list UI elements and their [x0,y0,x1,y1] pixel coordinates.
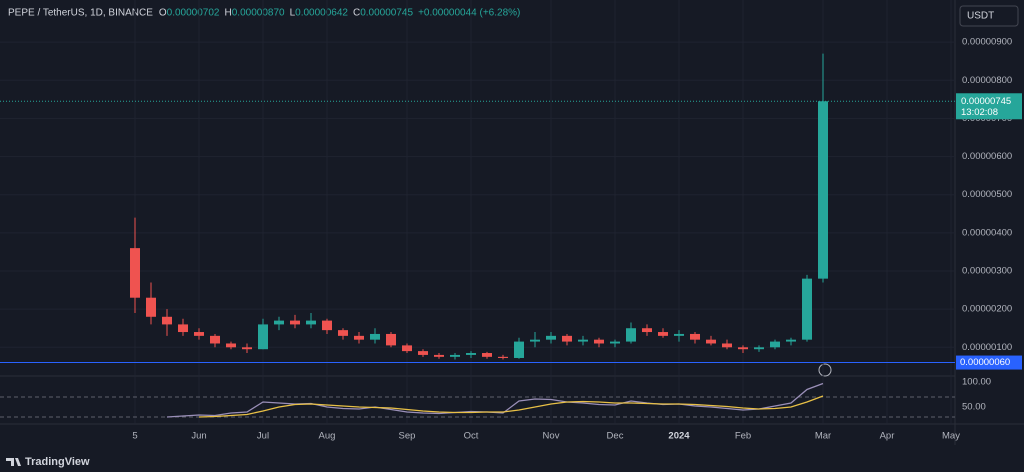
y-tick-label: 0.00000500 [962,189,1012,200]
candle-body [738,347,748,350]
candle-body [290,320,300,325]
candle-body [722,343,732,348]
x-tick-label: 2024 [668,431,690,442]
candle-body [626,328,636,342]
candle-body [178,324,188,333]
candle-body [434,354,444,357]
y-tick-label: 0.00000400 [962,227,1012,238]
candle-body [194,332,204,336]
candle-body [226,343,236,348]
candle-body [514,341,524,358]
ohlc-label: O [159,8,167,19]
lightning-icon[interactable] [818,363,832,377]
candle-body [786,339,796,342]
rsi-ma-line [198,395,824,418]
brand-logo [6,458,21,466]
candle-body [242,347,252,350]
x-tick-label: Mar [815,431,831,442]
candle-body [274,320,284,325]
candle-body [770,341,780,348]
brand-name: TradingView [25,456,90,468]
y-tick-label: 0.00000600 [962,151,1012,162]
candle-body [466,353,476,355]
ohlc-value: 0.00000702 [167,8,220,19]
candle-body [754,347,764,350]
x-tick-label: Apr [880,431,895,442]
rsi-tick-label: 50.00 [962,402,986,413]
x-tick-label: Sep [399,431,416,442]
ohlc-value: 0.00000870 [232,8,285,19]
candle-body [386,333,396,346]
x-tick-label: Oct [464,431,479,442]
candle-body [482,353,492,357]
candle-body [450,354,460,357]
candle-body [130,248,140,298]
candle-body [306,320,316,325]
candle-body [258,324,268,350]
candle-body [354,335,364,340]
hline-label-bg [956,355,1022,370]
candle-body [146,297,156,317]
candle-body [674,333,684,336]
x-tick-label: Jul [257,431,269,442]
candle-body [690,333,700,340]
y-tick-label: 0.00000900 [962,37,1012,48]
candle-body [594,339,604,344]
candle-body [610,341,620,344]
last-price-bg [956,93,1022,120]
x-tick-label: 5 [132,431,137,442]
candle-body [578,339,588,342]
x-tick-label: Jun [191,431,206,442]
candle-body [322,320,332,331]
ohlc-label: C [353,8,360,19]
candle-body [642,328,652,333]
candle-body [658,332,668,336]
x-tick-label: May [942,431,960,442]
candle-body [498,356,508,358]
candle-body [706,339,716,344]
change-value: +0.00000044 (+6.28%) [418,8,520,19]
symbol-title: PEPE / TetherUS, 1D, BINANCE [8,8,153,19]
y-tick-label: 0.00000300 [962,266,1012,277]
currency-label[interactable]: USDT [967,11,994,22]
currency-button[interactable] [959,5,1019,27]
x-tick-label: Aug [319,431,336,442]
countdown: 13:02:08 [961,107,998,118]
ohlc-label: L [290,8,296,19]
candle-body [370,333,380,340]
candle-body [338,330,348,336]
candle-body [162,316,172,325]
candle-body [802,278,812,340]
candle-body [418,351,428,355]
y-tick-label: 0.00000100 [962,342,1012,353]
y-tick-label: 0.00000800 [962,75,1012,86]
hline-label: 0.00000060 [960,357,1010,368]
candle-body [562,335,572,342]
candle-body [210,335,220,344]
candle-body [818,101,828,279]
ohlc-value: 0.00000642 [295,8,348,19]
candle-body [402,345,412,352]
header: PEPE / TetherUS, 1D, BINANCE O 0.00000702… [8,8,520,19]
rsi-tick-label: 100.00 [962,377,991,388]
candle-body [546,335,556,340]
candle-body [530,339,540,342]
x-tick-label: Nov [543,431,560,442]
x-tick-label: Feb [735,431,751,442]
y-tick-label: 0.00000200 [962,304,1012,315]
last-price-label: 0.00000745 [961,96,1011,107]
ohlc-label: H [225,8,232,19]
ohlc-value: 0.00000745 [360,8,413,19]
x-tick-label: Dec [607,431,624,442]
